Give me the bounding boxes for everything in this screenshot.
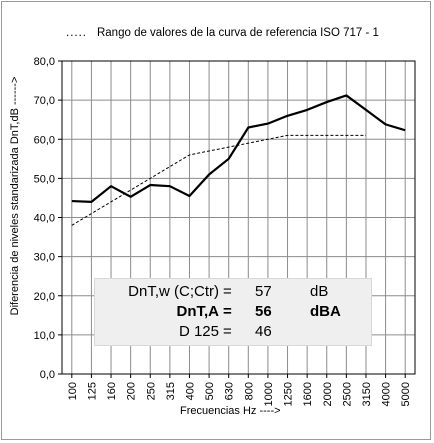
- summary-value: 56: [255, 303, 272, 320]
- summary-label: D 125: [178, 323, 219, 340]
- y-tick-label: 0,0: [40, 369, 55, 381]
- y-axis-label: Diferencia de niveles standarizada DnT,d…: [9, 76, 21, 316]
- x-tick-label: 315: [165, 382, 177, 400]
- x-tick-label: 125: [86, 382, 98, 400]
- x-tick-label: 400: [184, 382, 196, 400]
- x-tick-label: 200: [126, 382, 138, 400]
- x-tick-label: 4000: [381, 382, 393, 406]
- y-tick-label: 40,0: [34, 213, 55, 225]
- y-tick-label: 80,0: [34, 56, 55, 68]
- legend-dots: .....: [66, 27, 87, 39]
- x-tick-label: 2500: [341, 382, 353, 406]
- summary-unit: dB: [310, 283, 329, 300]
- legend-label: Rango de valores de la curva de referenc…: [96, 27, 379, 39]
- x-tick-label: 2000: [322, 382, 334, 406]
- x-tick-label: 160: [106, 382, 118, 400]
- summary-eq: =: [223, 303, 232, 320]
- summary-value: 46: [255, 323, 272, 340]
- x-tick-label: 250: [145, 382, 157, 400]
- x-tick-label: 630: [224, 382, 236, 400]
- plot-area: [61, 60, 416, 375]
- legend: ..... Rango de valores de la curva de ref…: [66, 27, 379, 39]
- y-tick-label: 70,0: [34, 95, 55, 107]
- measured-curve-line: [71, 94, 406, 203]
- y-tick-label: 20,0: [34, 291, 55, 303]
- y-tick-label: 60,0: [34, 134, 55, 146]
- x-axis-label: Frecuencias Hz ---->: [180, 405, 281, 417]
- summary-label: DnT,w (C;Ctr): [128, 283, 219, 300]
- x-tick-label: 1600: [302, 382, 314, 406]
- summary-row-dntw: DnT,w (C;Ctr) = 57 dB: [95, 283, 371, 302]
- summary-unit: dBA: [310, 303, 341, 320]
- reference-curve-line: [71, 134, 366, 226]
- y-tick-label: 30,0: [34, 252, 55, 264]
- summary-row-d125: D 125 = 46: [95, 323, 371, 342]
- x-tick-label: 5000: [400, 382, 412, 406]
- summary-value: 57: [255, 283, 272, 300]
- x-tick-label: 1250: [283, 382, 295, 406]
- y-tick-label: 10,0: [34, 330, 55, 342]
- summary-eq: =: [223, 283, 232, 300]
- summary-box: DnT,w (C;Ctr) = 57 dB DnT,A = 56 dBA D 1…: [94, 278, 372, 346]
- y-tick-label: 50,0: [34, 173, 55, 185]
- summary-label: DnT,A: [176, 303, 220, 320]
- x-tick-label: 1000: [263, 382, 275, 406]
- x-tick-label: 500: [204, 382, 216, 400]
- x-tick-label: 800: [243, 382, 255, 400]
- summary-row-dnta: DnT,A = 56 dBA: [95, 303, 371, 322]
- x-tick-label: 100: [67, 382, 79, 400]
- x-tick-label: 3150: [361, 382, 373, 406]
- summary-eq: =: [223, 323, 232, 340]
